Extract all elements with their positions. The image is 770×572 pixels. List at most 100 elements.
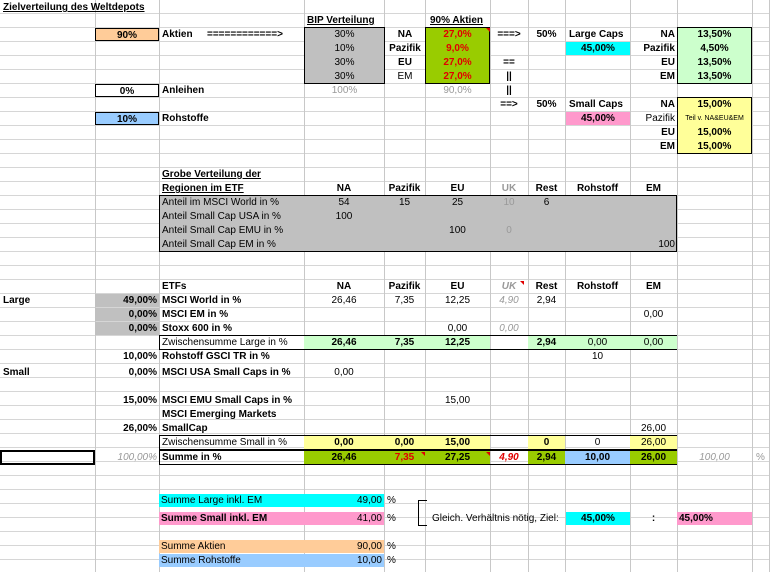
etf-sum-cell[interactable]: 26,46: [304, 451, 384, 464]
etf-name[interactable]: Summe in %: [162, 452, 222, 463]
aktien-region-value[interactable]: 9,0%: [446, 43, 469, 54]
grob-col-header[interactable]: UK: [501, 183, 517, 194]
summe-large-value[interactable]: 49,00: [304, 494, 384, 507]
large-region[interactable]: EM: [660, 71, 675, 82]
etf-cell[interactable]: 0,00: [565, 336, 630, 349]
grob-title-2[interactable]: Regionen im ETF: [162, 183, 244, 194]
etf-col-header[interactable]: UK: [501, 281, 517, 292]
etf-weight-cell[interactable]: 49,00%: [95, 294, 159, 307]
etf-sum-extra[interactable]: 100,00: [699, 452, 730, 463]
etf-cell[interactable]: 12,25: [425, 336, 490, 349]
bip-value[interactable]: 30%: [334, 71, 355, 82]
etf-name[interactable]: MSCI EM in %: [162, 309, 229, 320]
grob-row-label[interactable]: Anteil Small Cap EMU in %: [162, 225, 284, 236]
etf-cell[interactable]: 4,90: [499, 295, 519, 306]
large-caps-label[interactable]: Large Caps: [569, 29, 624, 40]
etf-name[interactable]: MSCI USA Small Caps in %: [162, 367, 291, 378]
etf-name[interactable]: MSCI EMU Small Caps in %: [162, 395, 293, 406]
grob-col-header[interactable]: Rest: [535, 183, 558, 194]
aktien90-header[interactable]: 90% Aktien: [430, 15, 483, 26]
etf-cell[interactable]: 0,00: [499, 323, 519, 334]
gleich-label[interactable]: Gleich. Verhältnis nötig, Ziel:: [432, 513, 559, 524]
grob-cell[interactable]: 6: [543, 197, 550, 208]
etf-weight-cell[interactable]: 15,00%: [123, 395, 157, 406]
etf-sum-cell[interactable]: 10,00: [565, 451, 630, 464]
aktien-region-value[interactable]: 27,0%: [443, 71, 472, 82]
etf-cell[interactable]: 10: [591, 351, 604, 362]
grob-col-header[interactable]: EM: [646, 183, 661, 194]
etf-cell[interactable]: 15,00: [425, 436, 490, 449]
large-region-value[interactable]: 13,50%: [697, 57, 732, 68]
etf-sum-cell[interactable]: 27,25: [425, 451, 490, 464]
grob-row-label[interactable]: Anteil im MSCI World in %: [162, 197, 280, 208]
aktien-region-value[interactable]: 27,0%: [443, 29, 472, 40]
aktien-label[interactable]: Aktien: [162, 29, 193, 40]
etf-header[interactable]: ETFs: [162, 281, 187, 292]
etf-weight-cell[interactable]: 26,00%: [123, 423, 157, 434]
rohstoffe-pct-cell[interactable]: 10%: [95, 112, 159, 125]
large-region-value[interactable]: 4,50%: [700, 43, 729, 54]
etf-sum-cell[interactable]: 2,94: [528, 451, 565, 464]
bip-header[interactable]: BIP Verteilung: [307, 15, 375, 26]
bip-value[interactable]: 10%: [334, 43, 355, 54]
small-region-value[interactable]: Teil v. NA&EU&EM: [685, 115, 744, 122]
grob-title-1[interactable]: Grobe Verteilung der: [162, 169, 261, 180]
large-section-label[interactable]: Large: [3, 295, 31, 306]
sheet-title[interactable]: Zielverteilung des Weltdepots: [3, 2, 145, 13]
etf-weight-cell[interactable]: 0,00%: [128, 367, 157, 378]
bip-region[interactable]: Pazifik: [389, 43, 421, 54]
bip-value[interactable]: 30%: [334, 57, 355, 68]
etf-cell[interactable]: 0,00: [384, 436, 425, 449]
grob-cell[interactable]: 54: [338, 197, 350, 208]
etf-cell[interactable]: 0: [594, 437, 601, 448]
summe-rohstoffe-value[interactable]: 10,00: [304, 554, 384, 567]
etf-name[interactable]: MSCI Emerging Markets: [162, 409, 277, 420]
etf-cell[interactable]: 0,00: [447, 323, 468, 334]
summe-small-unit[interactable]: %: [387, 513, 396, 524]
grob-cell[interactable]: 25: [451, 197, 464, 208]
etf-cell[interactable]: 26,00: [640, 423, 667, 434]
etf-cell[interactable]: 15,00: [444, 395, 471, 406]
small-share-pct[interactable]: 50%: [536, 99, 557, 110]
small-caps-value[interactable]: 45,00%: [566, 112, 630, 125]
bip-total[interactable]: 100%: [331, 85, 358, 96]
summe-aktien-value[interactable]: 90,00: [304, 540, 384, 553]
grob-cell[interactable]: 100: [658, 239, 675, 250]
bip-region[interactable]: EM: [397, 71, 413, 82]
large-caps-value[interactable]: 45,00%: [566, 42, 630, 55]
etf-weight-cell[interactable]: 0,00%: [95, 308, 159, 321]
etf-cell[interactable]: 0,00: [304, 436, 384, 449]
etf-name[interactable]: Stoxx 600 in %: [162, 323, 233, 334]
etf-weight-total[interactable]: 100,00%: [117, 452, 157, 463]
anleihen-label[interactable]: Anleihen: [162, 85, 205, 96]
small-caps-label[interactable]: Small Caps: [569, 99, 623, 110]
etf-cell[interactable]: 7,35: [394, 295, 415, 306]
etf-col-header[interactable]: NA: [336, 281, 352, 292]
gleich-value[interactable]: 45,00%: [566, 512, 630, 525]
aktien-pct-cell[interactable]: 90%: [95, 28, 159, 41]
active-cell-selection[interactable]: [0, 450, 95, 465]
etf-col-header[interactable]: Pazifik: [388, 281, 421, 292]
small-region[interactable]: Pazifik: [645, 113, 675, 124]
etf-name[interactable]: Rohstoff GSCI TR in %: [162, 351, 270, 362]
etf-col-header[interactable]: EM: [646, 281, 661, 292]
etf-sum-unit[interactable]: %: [756, 452, 765, 463]
grob-cell[interactable]: 15: [398, 197, 411, 208]
summe-small-value[interactable]: 41,00: [304, 512, 384, 525]
summe-aktien-unit[interactable]: %: [387, 541, 396, 552]
etf-cell[interactable]: 0,00: [630, 336, 677, 349]
summe-large-unit[interactable]: %: [387, 495, 396, 506]
etf-sum-cell[interactable]: 4,90: [499, 452, 519, 463]
summe-rohstoffe-unit[interactable]: %: [387, 555, 396, 566]
gleich-value-2[interactable]: 45,00%: [677, 512, 752, 525]
grob-col-header[interactable]: Rohstoff: [576, 183, 619, 194]
bip-region[interactable]: NA: [397, 29, 413, 40]
large-region[interactable]: NA: [660, 29, 675, 40]
bip-region[interactable]: EU: [398, 57, 412, 68]
etf-weight-cell[interactable]: 0,00%: [95, 322, 159, 335]
grob-cell[interactable]: 10: [503, 197, 515, 208]
etf-name[interactable]: Zwischensumme Large in %: [162, 337, 288, 348]
aktien-total[interactable]: 90,0%: [443, 85, 472, 96]
summe-aktien-label[interactable]: Summe Aktien: [159, 540, 304, 553]
summe-rohstoffe-label[interactable]: Summe Rohstoffe: [159, 554, 304, 567]
